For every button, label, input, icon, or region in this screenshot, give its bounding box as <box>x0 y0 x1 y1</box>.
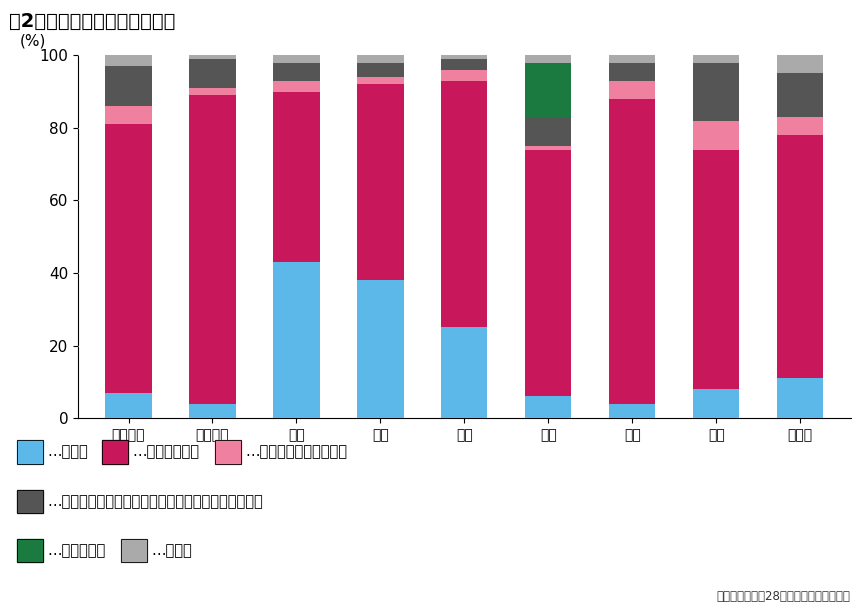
Bar <box>105 66 152 106</box>
Bar <box>694 149 740 389</box>
Bar <box>694 121 740 149</box>
Bar <box>609 63 655 81</box>
Bar <box>105 124 152 393</box>
Bar <box>189 95 235 403</box>
Bar <box>105 393 152 418</box>
Bar <box>777 73 824 117</box>
Bar <box>189 403 235 418</box>
Bar <box>694 55 740 63</box>
Bar <box>525 117 571 146</box>
Bar <box>273 262 319 418</box>
Bar <box>609 55 655 63</box>
Text: 。2】分野別卒業者の進路状況: 。2】分野別卒業者の進路状況 <box>9 12 175 31</box>
Bar <box>525 55 571 63</box>
Text: …その他: …その他 <box>151 543 192 558</box>
Bar <box>777 55 824 73</box>
Bar <box>609 403 655 418</box>
Bar <box>273 63 319 81</box>
Bar <box>777 378 824 418</box>
Bar <box>273 81 319 92</box>
Text: …進学者: …進学者 <box>48 445 89 459</box>
Bar <box>358 280 404 418</box>
Bar <box>441 327 488 418</box>
Text: 文部科学省平成28年度学校基本調査より: 文部科学省平成28年度学校基本調査より <box>717 590 851 603</box>
Bar <box>441 55 488 59</box>
Bar <box>777 117 824 135</box>
Bar <box>358 77 404 84</box>
Bar <box>609 81 655 99</box>
Bar <box>441 81 488 327</box>
Text: …正規の職員等でない者: …正規の職員等でない者 <box>245 445 347 459</box>
Bar <box>358 63 404 77</box>
Text: …一時的な職についた者、進学・就職もしていない者: …一時的な職についた者、進学・就職もしていない者 <box>48 494 264 509</box>
Bar <box>525 149 571 397</box>
Text: …臨床研修医: …臨床研修医 <box>48 543 106 558</box>
Bar <box>273 92 319 262</box>
Bar <box>694 63 740 121</box>
Text: (%): (%) <box>20 33 47 48</box>
Bar <box>525 63 571 117</box>
Bar <box>105 55 152 66</box>
Bar <box>358 84 404 280</box>
Bar <box>441 59 488 70</box>
Bar <box>777 135 824 378</box>
Bar <box>105 106 152 124</box>
Bar <box>694 389 740 418</box>
Text: …正規の職員等: …正規の職員等 <box>132 445 199 459</box>
Bar <box>189 88 235 95</box>
Bar <box>189 55 235 59</box>
Bar <box>525 397 571 418</box>
Bar <box>358 55 404 63</box>
Bar <box>273 55 319 63</box>
Bar <box>441 70 488 81</box>
Bar <box>189 59 235 88</box>
Bar <box>525 146 571 149</box>
Bar <box>609 99 655 403</box>
